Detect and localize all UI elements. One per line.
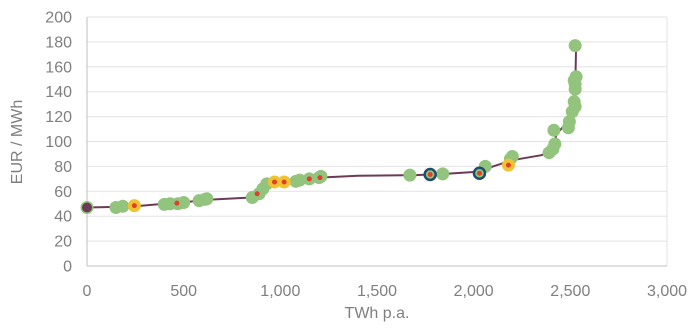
x-tick-label: 1,000 [260,283,300,300]
y-axis-label: EUR / MWh [9,100,26,184]
data-point-red-center [317,175,323,181]
data-point-red-center [306,176,312,182]
x-tick-label: 2,500 [550,283,590,300]
axes [86,17,667,267]
y-tick-label: 120 [45,109,72,126]
data-point-green [293,173,307,187]
y-tick-label: 200 [45,10,72,27]
markers-layer [80,39,583,214]
x-tick-label: 2,000 [454,283,494,300]
y-tick-label: 0 [63,259,72,276]
series-line-layer [86,44,578,209]
data-point-green [568,39,582,53]
data-point-red-center [476,170,482,176]
data-point-green [547,123,561,137]
x-tick-label: 3,000 [647,283,687,300]
y-tick-label: 100 [45,134,72,151]
data-point-red-center [505,162,511,168]
data-point-green [562,115,576,129]
y-tick-label: 20 [54,234,72,251]
data-point-green [436,167,450,181]
data-point-green [567,95,581,109]
data-point-green [177,196,191,210]
y-tick-label: 40 [54,209,72,226]
data-point-green [569,70,583,84]
x-tick-label: 500 [170,283,197,300]
data-point-red-center [427,171,433,177]
curve-start-point [82,202,92,213]
x-tick-label: 1,500 [357,283,397,300]
data-point-green [116,199,130,213]
y-tick-label: 140 [45,84,72,101]
data-point-red-center [131,203,137,209]
data-point-red-center [272,179,278,185]
y-tick-label: 180 [45,34,72,51]
y-tick-label: 60 [54,184,72,201]
grid-lines [87,16,668,266]
data-point-red-center [174,200,180,206]
supply-curve-line [86,44,578,209]
data-point-red-center [254,191,260,197]
x-axis-label: TWh p.a. [345,305,410,322]
y-tick-label: 80 [54,159,72,176]
x-tick-label: 0 [83,283,92,300]
data-point-green [548,137,562,151]
data-point-green [200,192,214,206]
tick-labels: 0 500 1,000 1,500 2,000 2,500 3,000 0 20 40 60 80 10… [45,10,687,301]
data-point-red-center [281,179,287,185]
data-point-green [403,168,417,182]
y-tick-label: 160 [45,59,72,76]
